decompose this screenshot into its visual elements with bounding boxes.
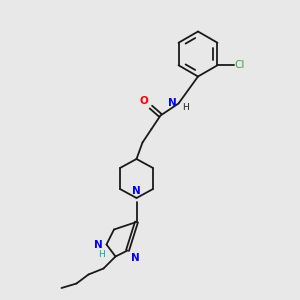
Text: Cl: Cl	[235, 60, 245, 70]
Text: O: O	[139, 96, 148, 106]
Text: N: N	[94, 239, 103, 250]
Text: H: H	[182, 103, 188, 112]
Text: H: H	[98, 250, 105, 259]
Text: N: N	[130, 253, 139, 263]
Text: N: N	[168, 98, 177, 109]
Text: N: N	[132, 187, 141, 196]
